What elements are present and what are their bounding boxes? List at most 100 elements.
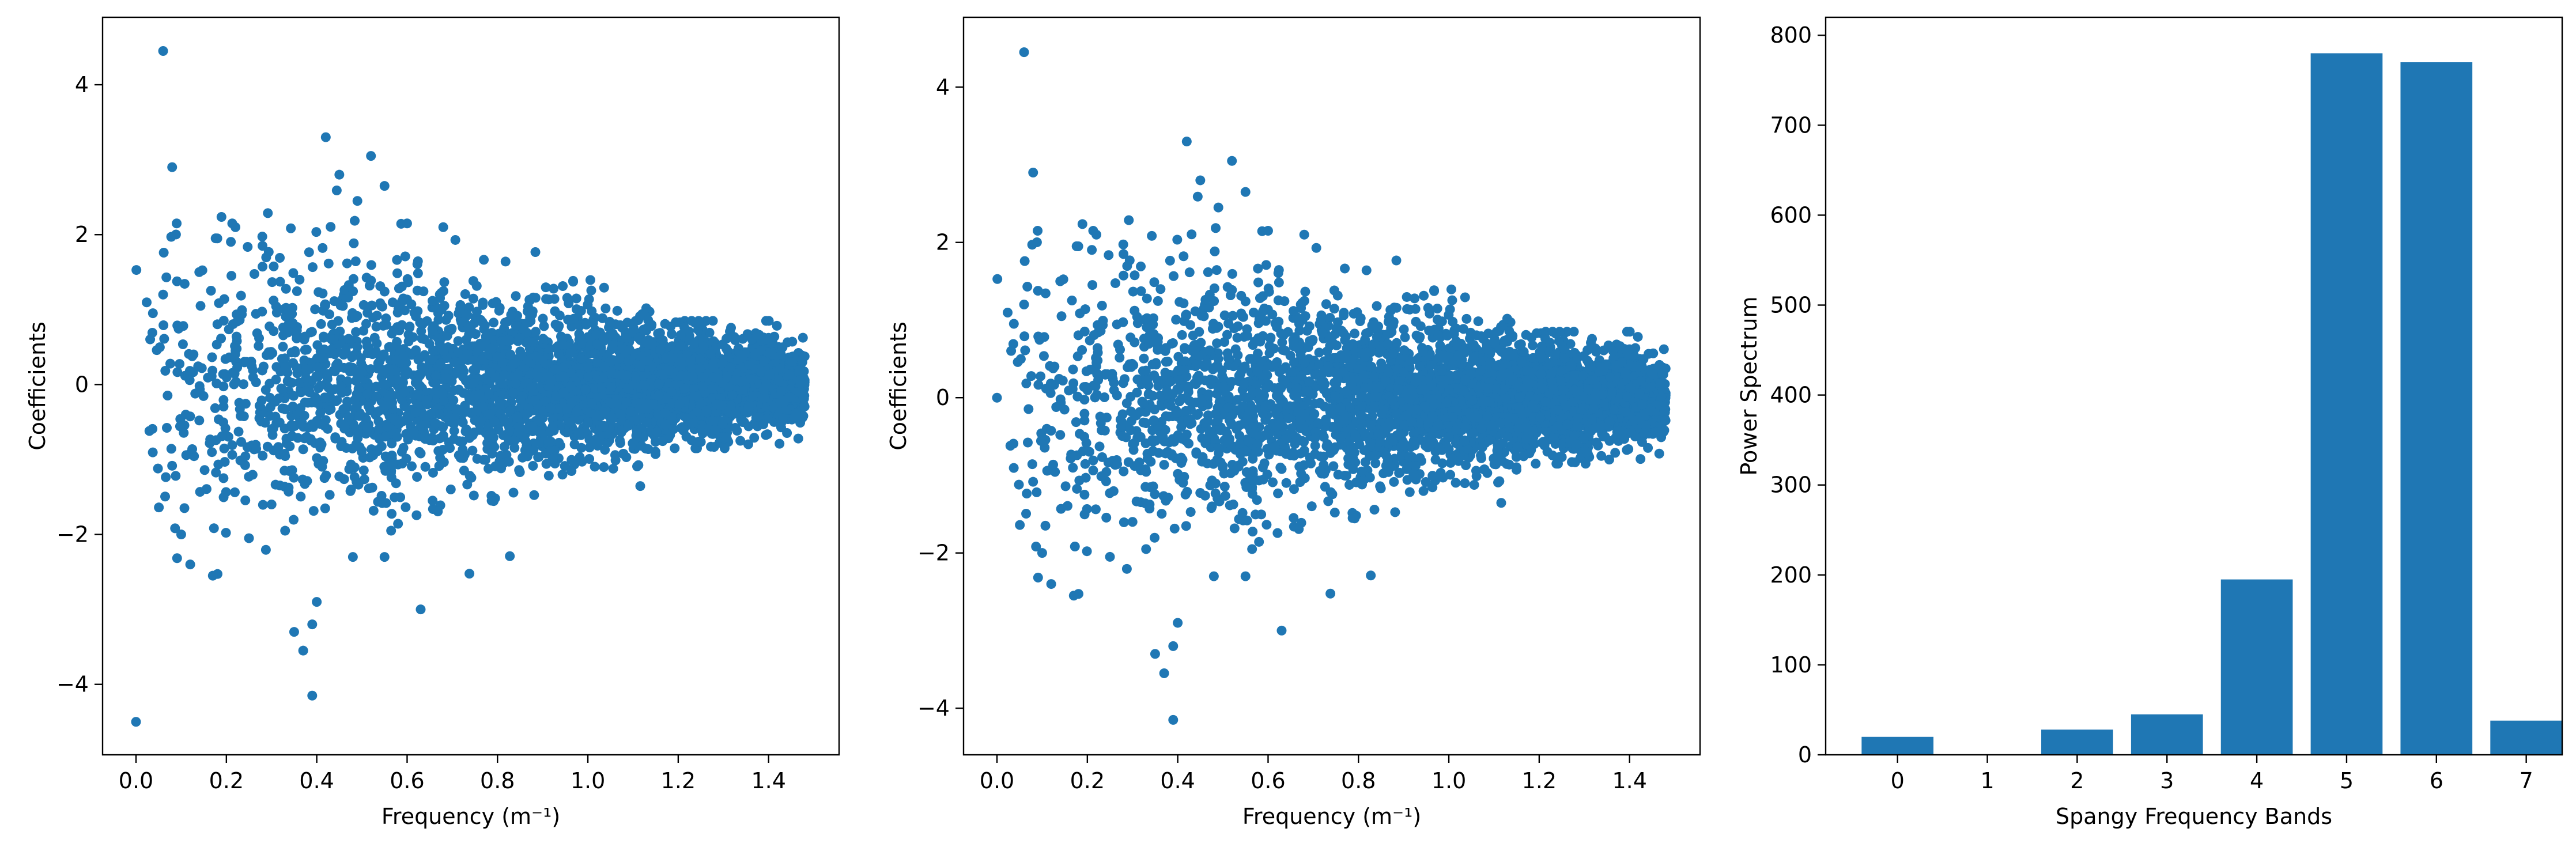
- scatter-point: [227, 440, 237, 451]
- scatter-point: [323, 258, 334, 269]
- scatter-point: [527, 421, 537, 432]
- scatter-point: [159, 334, 169, 344]
- scatter-point: [744, 360, 754, 370]
- scatter-point: [265, 411, 275, 421]
- scatter-point: [1325, 588, 1336, 599]
- scatter-point: [241, 357, 252, 367]
- scatter-point: [233, 426, 244, 437]
- scatter-point: [158, 46, 168, 56]
- scatter-point: [1068, 364, 1078, 375]
- scatter-point: [736, 376, 746, 387]
- y-tick-label: −4: [56, 672, 89, 697]
- scatter-point: [356, 353, 366, 364]
- scatter-point: [485, 409, 495, 419]
- x-tick-label: 0.6: [390, 768, 424, 793]
- scatter-point: [177, 339, 188, 350]
- scatter-point: [161, 422, 172, 433]
- scatter-point: [772, 320, 782, 331]
- scatter-point: [271, 375, 281, 385]
- scatter-point: [343, 334, 354, 344]
- scatter-point: [318, 353, 328, 363]
- scatter-point: [173, 323, 184, 334]
- scatter-point: [717, 358, 727, 368]
- scatter-point: [372, 311, 382, 321]
- scatter-point: [212, 233, 222, 244]
- scatter-point: [701, 405, 712, 415]
- scatter-point: [441, 373, 451, 383]
- scatter-point: [352, 196, 362, 206]
- scatter-point: [513, 370, 523, 380]
- scatter-point: [158, 289, 168, 300]
- scatter-point: [583, 300, 593, 310]
- scatter-point: [647, 339, 657, 349]
- scatter-point: [288, 318, 298, 328]
- scatter-point: [462, 479, 473, 490]
- scatter-point: [220, 354, 231, 364]
- scatter-point: [316, 319, 326, 329]
- scatter-point: [515, 395, 526, 405]
- scatter-point: [624, 383, 634, 394]
- scatter-point: [336, 381, 346, 391]
- scatter-point: [292, 333, 302, 343]
- scatter-point: [175, 421, 185, 432]
- scatter-point: [735, 436, 746, 446]
- scatter-point: [439, 346, 449, 356]
- scatter-point: [270, 396, 281, 407]
- scatter-point: [1633, 332, 1643, 342]
- scatter-point: [643, 315, 654, 326]
- scatter-point: [388, 325, 399, 335]
- scatter-point: [221, 487, 231, 497]
- scatter-point: [275, 252, 285, 263]
- scatter-point: [308, 262, 318, 273]
- scatter-point: [448, 395, 459, 406]
- scatter-point: [167, 162, 177, 172]
- scatter-point: [263, 208, 273, 218]
- scatter-point: [607, 398, 617, 409]
- scatter-point: [798, 332, 808, 343]
- scatter-point: [485, 367, 496, 377]
- scatter-point: [298, 645, 308, 656]
- scatter-point: [795, 379, 806, 389]
- scatter-point: [270, 479, 281, 490]
- scatter-point: [261, 252, 271, 263]
- scatter-point: [566, 466, 577, 477]
- scatter-point: [428, 296, 438, 306]
- scatter-point: [549, 445, 560, 456]
- scatter-point: [1253, 277, 1263, 288]
- scatter-point: [576, 353, 587, 364]
- scatter-point: [1418, 486, 1429, 496]
- scatter-point: [562, 403, 573, 414]
- scatter-point: [598, 421, 609, 432]
- scatter-point: [622, 370, 632, 381]
- scatter-point: [605, 316, 615, 327]
- scatter-point: [708, 358, 718, 368]
- scatter-point: [522, 327, 532, 338]
- scatter-point: [287, 422, 297, 432]
- scatter-point: [308, 422, 318, 432]
- scatter-point: [430, 379, 441, 389]
- scatter-point: [697, 372, 708, 383]
- scatter-point: [352, 402, 362, 412]
- scatter-point: [197, 363, 207, 373]
- scatter-point: [1329, 508, 1340, 518]
- scatter-point: [331, 186, 342, 196]
- scatter-point: [313, 371, 323, 381]
- scatter-point: [287, 377, 297, 388]
- scatter-point: [315, 380, 326, 391]
- scatter-point: [353, 479, 364, 490]
- scatter-point: [163, 390, 173, 400]
- scatter-point: [688, 418, 698, 428]
- scatter-point: [220, 423, 231, 433]
- scatter-point: [565, 381, 576, 391]
- scatter-point: [224, 324, 234, 335]
- scatter-point: [464, 569, 475, 579]
- scatter-point: [623, 421, 633, 431]
- scatter-point: [251, 444, 262, 454]
- scatter-point: [648, 399, 658, 410]
- scatter-point: [479, 320, 490, 331]
- scatter-point: [641, 417, 652, 428]
- scatter-point: [494, 302, 505, 313]
- scatter-point: [722, 334, 732, 344]
- y-tick-label: 4: [75, 72, 89, 97]
- scatter-point: [713, 373, 723, 383]
